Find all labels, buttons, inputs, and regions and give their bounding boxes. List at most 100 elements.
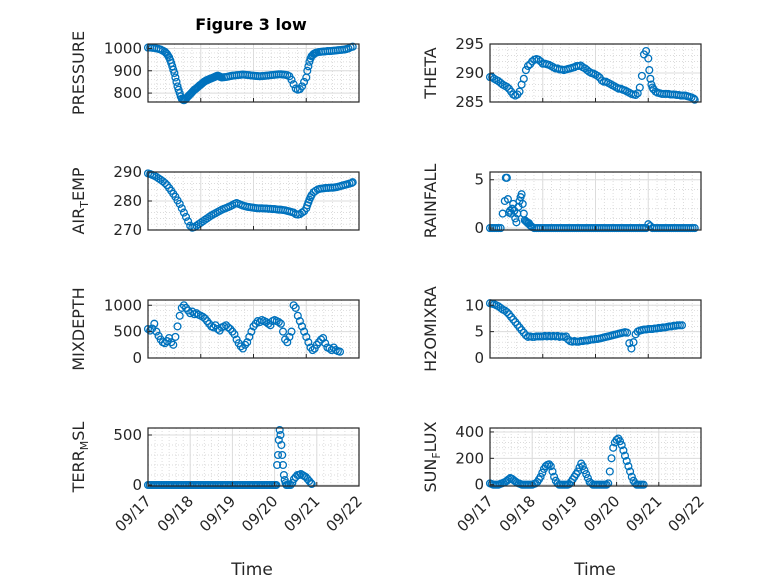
y-tick-label: 0	[132, 349, 142, 367]
data-point	[175, 199, 184, 208]
data-point	[230, 330, 239, 339]
data-point	[637, 71, 646, 80]
data-point	[278, 327, 288, 336]
data-point	[264, 319, 273, 328]
y-axis-label: SUNFLUX	[421, 421, 443, 492]
y-axis-label: PRESSURE	[69, 31, 88, 115]
data-point	[627, 472, 636, 481]
data-point	[617, 441, 626, 450]
data-point	[209, 323, 218, 332]
data-point	[602, 480, 611, 489]
y-axis-label: H2OMIXRA	[421, 286, 440, 372]
data-point	[523, 61, 533, 71]
data-point	[171, 73, 180, 82]
data-point	[205, 212, 214, 221]
data-point	[626, 467, 635, 476]
data-point	[644, 54, 653, 63]
y-tick-label: 400	[455, 423, 484, 441]
y-tick-label: 5	[474, 323, 484, 341]
data-point	[247, 327, 256, 336]
data-point	[169, 340, 178, 349]
axes-box	[489, 427, 702, 487]
subplot-mixdepth: 0 500 1000 MIXDEPTH	[69, 287, 360, 371]
data-point	[536, 57, 545, 66]
data-point	[150, 319, 159, 328]
subplot-pressure: 800 900 1000 PRESSURE	[69, 31, 360, 115]
y-tick-label: 285	[455, 93, 484, 111]
data-point	[274, 318, 283, 327]
data-point	[622, 456, 631, 466]
data-point	[291, 303, 300, 312]
y-axis-label: TERRMSL	[69, 422, 91, 494]
data-point	[578, 462, 587, 471]
data-point	[181, 212, 191, 221]
figure-title: Figure 3 low	[195, 15, 307, 34]
data-point	[307, 479, 316, 489]
data-point	[496, 224, 505, 233]
data-point	[607, 454, 616, 463]
y-tick-label: 1000	[104, 296, 142, 314]
y-tick-label: 1000	[104, 39, 142, 57]
data-point	[273, 460, 282, 470]
y-axis-label: MIXDEPTH	[69, 287, 88, 370]
y-tick-label: 800	[113, 84, 142, 102]
data-point	[496, 303, 505, 312]
data-point	[304, 338, 313, 347]
x-axis-label-left: Time	[230, 560, 273, 580]
data-point	[511, 214, 520, 223]
data-point	[518, 199, 527, 208]
data-point	[517, 190, 526, 199]
y-tick-label: 280	[113, 192, 142, 210]
data-point	[615, 437, 625, 446]
data-point	[582, 470, 591, 479]
data-point	[170, 68, 179, 78]
data-point	[536, 472, 545, 481]
data-point	[192, 309, 201, 318]
subplot-rainfall: 0 5 RAINFALL	[421, 164, 702, 238]
subplot-theta: 285 290 295 THETA	[421, 35, 702, 111]
y-tick-label: 295	[455, 35, 484, 53]
y-tick-label: 290	[113, 163, 142, 181]
data-point	[293, 311, 302, 320]
data-point	[624, 462, 633, 471]
y-tick-label: 0	[474, 349, 484, 367]
data-point	[295, 317, 304, 326]
data-point	[580, 466, 589, 475]
data-point	[198, 312, 207, 321]
data-point	[639, 480, 648, 489]
data-point	[623, 328, 632, 337]
axes-background	[490, 428, 701, 486]
data-point	[175, 311, 184, 320]
y-tick-label: 290	[455, 64, 484, 82]
y-axis-label: THETA	[421, 47, 440, 99]
y-tick-label: 10	[465, 296, 484, 314]
y-tick-label: 0	[474, 476, 484, 494]
data-point	[348, 42, 357, 51]
data-point	[502, 173, 511, 182]
data-point	[287, 327, 296, 336]
data-point	[177, 204, 186, 213]
data-point	[184, 217, 193, 226]
y-tick-label: 5	[474, 171, 484, 189]
data-point	[347, 178, 356, 188]
data-point	[348, 178, 357, 187]
data-point	[545, 460, 554, 469]
data-point	[319, 333, 328, 343]
data-point	[538, 468, 547, 477]
data-point	[677, 321, 687, 330]
data-point	[646, 74, 655, 83]
data-point	[276, 430, 285, 440]
data-point	[625, 339, 634, 348]
data-point	[152, 327, 161, 336]
data-point	[286, 480, 295, 490]
data-point	[289, 80, 298, 89]
data-point	[160, 178, 169, 188]
data-point	[277, 440, 286, 450]
y-tick-label: 500	[113, 323, 142, 341]
data-point	[335, 347, 345, 356]
data-point	[645, 66, 654, 75]
data-point	[515, 87, 524, 96]
data-point	[297, 208, 307, 217]
data-point	[224, 323, 233, 332]
